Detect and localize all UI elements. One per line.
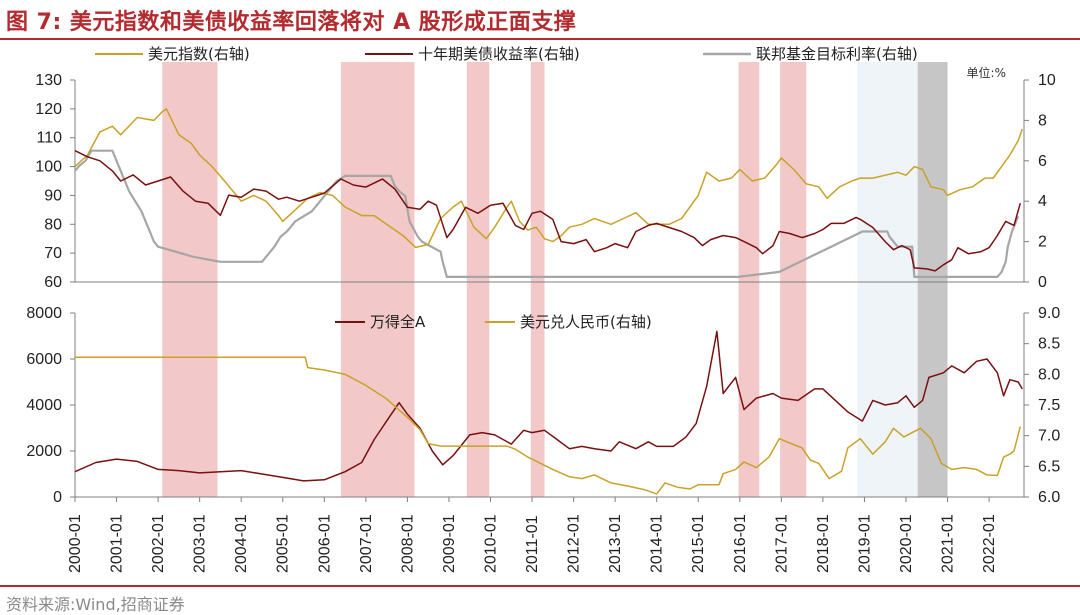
top-right-tick-label: 2 — [1038, 234, 1047, 251]
x-tick-label: 2012-01 — [566, 514, 583, 573]
series-line-bottom-1 — [75, 356, 1022, 495]
series-line-top-1 — [74, 150, 1022, 272]
top-left-tick-label: 70 — [44, 245, 62, 262]
figure-title: 图 7: 美元指数和美债收益率回落将对 A 股形成正面支撑 — [6, 10, 577, 35]
bottom-left-tick-label: 0 — [53, 489, 62, 506]
bottom-left-tick-label: 6000 — [26, 351, 62, 368]
top-left-tick-label: 90 — [44, 187, 62, 204]
title-divider — [0, 38, 1080, 40]
x-tick-label: 2022-01 — [981, 514, 998, 573]
bottom-right-tick-label: 6.0 — [1038, 489, 1060, 506]
x-tick-label: 2020-01 — [898, 514, 915, 573]
shaded-period-pink-4 — [738, 62, 760, 497]
series-line-top-2 — [74, 149, 1020, 278]
top-right-tick-label: 8 — [1038, 112, 1047, 129]
legend-label-bottom-1: 美元兑人民币(右轴) — [520, 313, 652, 331]
top-left-tick-label: 60 — [44, 274, 62, 291]
x-tick-label: 2017-01 — [773, 514, 790, 573]
x-tick-label: 2000-01 — [67, 514, 84, 573]
top-left-tick-label: 110 — [36, 130, 62, 147]
bottom-right-tick-label: 8.0 — [1038, 366, 1060, 383]
x-tick-label: 2015-01 — [690, 514, 707, 573]
x-tick-label: 2016-01 — [732, 514, 749, 573]
top-right-tick-label: 6 — [1038, 153, 1047, 170]
top-left-tick-label: 80 — [44, 216, 62, 233]
shaded-period-pink-0 — [162, 62, 218, 497]
bottom-right-tick-label: 7.0 — [1038, 428, 1060, 445]
x-tick-label: 2021-01 — [940, 514, 957, 573]
shaded-period-pink-1 — [340, 62, 415, 497]
bottom-right-tick-label: 7.5 — [1038, 397, 1060, 414]
bottom-left-tick-label: 4000 — [26, 397, 62, 414]
shaded-period-gray-7 — [917, 62, 948, 497]
x-tick-label: 2013-01 — [607, 514, 624, 573]
x-tick-label: 2010-01 — [482, 514, 499, 573]
series-line-bottom-0 — [74, 330, 1023, 482]
legend-label-top-2: 联邦基金目标利率(右轴) — [756, 45, 918, 63]
bottom-right-tick-label: 9.0 — [1038, 305, 1060, 322]
x-tick-label: 2003-01 — [192, 514, 209, 573]
top-left-tick-label: 130 — [35, 72, 62, 89]
shaded-period-pink-2 — [466, 62, 490, 497]
x-tick-label: 2009-01 — [441, 514, 458, 573]
x-tick-label: 2005-01 — [275, 514, 292, 573]
x-tick-label: 2001-01 — [109, 514, 126, 573]
legend-label-top-0: 美元指数(右轴) — [148, 45, 250, 63]
bottom-left-tick-label: 2000 — [26, 443, 62, 460]
bottom-right-tick-label: 8.5 — [1038, 336, 1060, 353]
shaded-period-pink-3 — [530, 62, 545, 497]
x-tick-label: 2011-01 — [524, 515, 541, 573]
top-left-tick-label: 100 — [35, 159, 62, 176]
top-right-tick-label: 10 — [1038, 72, 1056, 89]
series-line-top-0 — [74, 108, 1024, 249]
x-tick-label: 2019-01 — [856, 514, 873, 573]
unit-label: 单位:% — [967, 65, 1006, 80]
x-tick-label: 2008-01 — [399, 514, 416, 573]
top-right-tick-label: 4 — [1038, 193, 1047, 210]
top-left-tick-label: 120 — [35, 101, 62, 118]
x-tick-label: 2004-01 — [233, 514, 250, 573]
x-tick-label: 2006-01 — [316, 514, 333, 573]
legend-label-bottom-0: 万得全A — [370, 313, 426, 331]
x-tick-label: 2018-01 — [815, 514, 832, 573]
source-note: 资料来源:Wind,招商证券 — [6, 595, 185, 614]
bottom-right-tick-label: 6.5 — [1038, 458, 1060, 475]
bottom-left-tick-label: 8000 — [26, 305, 62, 322]
source-divider — [0, 585, 1080, 587]
shaded-period-lightblue-6 — [857, 62, 918, 497]
x-tick-label: 2002-01 — [150, 514, 167, 573]
x-tick-label: 2014-01 — [649, 514, 666, 573]
shaded-period-pink-5 — [780, 62, 807, 497]
top-right-tick-label: 0 — [1038, 274, 1047, 291]
legend-label-top-1: 十年期美债收益率(右轴) — [418, 45, 580, 63]
x-tick-label: 2007-01 — [358, 514, 375, 573]
